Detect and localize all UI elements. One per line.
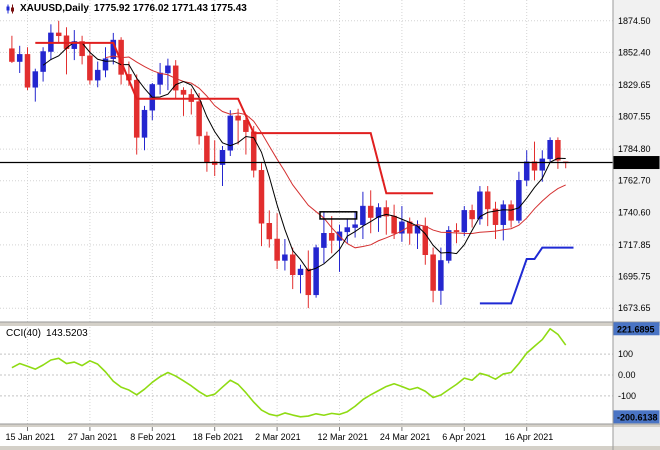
svg-text:1717.85: 1717.85 — [618, 240, 651, 250]
svg-text:6 Apr 2021: 6 Apr 2021 — [442, 432, 486, 442]
svg-text:1784.80: 1784.80 — [618, 144, 651, 154]
svg-text:2 Mar 2021: 2 Mar 2021 — [255, 432, 301, 442]
svg-text:12 Mar 2021: 12 Mar 2021 — [318, 432, 369, 442]
svg-text:18 Feb 2021: 18 Feb 2021 — [193, 432, 244, 442]
rect-annotation — [319, 211, 358, 220]
svg-text:1740.60: 1740.60 — [618, 207, 651, 217]
time-axis-labels: 15 Jan 2021 27 Jan 2021 8 Feb 2021 18 Feb 2… — [6, 427, 554, 442]
cci-line — [11, 327, 567, 418]
svg-text:1775.43: 1775.43 — [617, 158, 650, 168]
svg-text:15 Jan 2021: 15 Jan 2021 — [6, 432, 56, 442]
svg-text:27 Jan 2021: 27 Jan 2021 — [68, 432, 118, 442]
svg-text:0.00: 0.00 — [618, 370, 636, 380]
scale-value-boxes: 1775.43 221.6895 -200.6138 — [613, 156, 660, 424]
svg-text:-200.6138: -200.6138 — [617, 412, 658, 422]
signal-lines — [35, 41, 574, 305]
svg-text:16 Apr 2021: 16 Apr 2021 — [505, 432, 554, 442]
svg-text:1762.70: 1762.70 — [618, 176, 651, 186]
price-axis-labels: 1874.50 1852.40 1829.65 1807.55 1784.80 1762.… — [618, 16, 651, 401]
svg-text:1829.65: 1829.65 — [618, 80, 651, 90]
svg-text:100: 100 — [618, 349, 633, 359]
svg-text:1695.75: 1695.75 — [618, 272, 651, 282]
svg-text:1673.65: 1673.65 — [618, 303, 651, 313]
svg-text:1852.40: 1852.40 — [618, 47, 651, 57]
svg-text:8 Feb 2021: 8 Feb 2021 — [130, 432, 176, 442]
moving-averages — [42, 41, 566, 272]
svg-text:24 Mar 2021: 24 Mar 2021 — [380, 432, 431, 442]
svg-text:-100: -100 — [618, 391, 636, 401]
svg-text:1874.50: 1874.50 — [618, 16, 651, 26]
svg-text:221.6895: 221.6895 — [617, 324, 655, 334]
svg-text:1807.55: 1807.55 — [618, 112, 651, 122]
